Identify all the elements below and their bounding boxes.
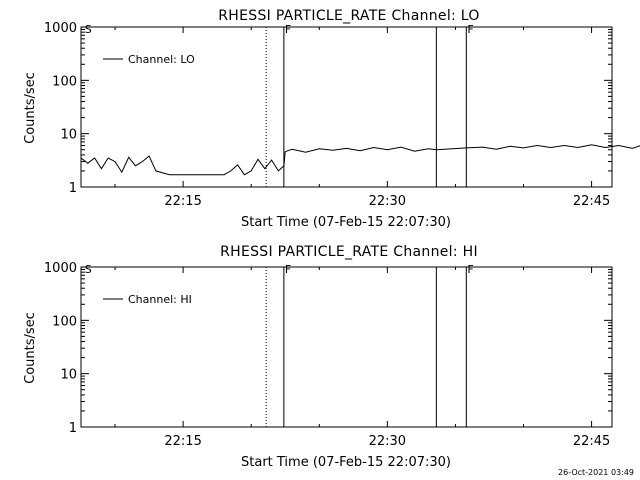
plot-frame <box>80 266 613 428</box>
y-tick-label: 10 <box>60 368 77 383</box>
x-tick-label: 22:15 <box>164 194 201 209</box>
x-tick-label: 22:30 <box>369 194 406 209</box>
panel-title: RHESSI PARTICLE_RATE Channel: LO <box>218 8 479 24</box>
x-tick-label: 22:45 <box>573 194 610 209</box>
legend-label: Channel: LO <box>128 53 195 66</box>
event-marker-label: S <box>85 23 92 36</box>
plot-frame <box>80 26 613 188</box>
y-tick-label: 1000 <box>44 261 77 276</box>
x-tick-label: 22:15 <box>164 434 201 449</box>
series-line <box>80 144 640 176</box>
y-axis-label: Counts/sec <box>23 72 38 144</box>
event-marker-label: F <box>285 263 291 276</box>
y-tick-label: 1000 <box>44 21 77 36</box>
y-tick-label: 10 <box>60 128 77 143</box>
y-tick-label: 1 <box>69 421 77 436</box>
y-tick-label: 100 <box>52 314 77 329</box>
x-axis-label: Start Time (07-Feb-15 22:07:30) <box>241 455 451 470</box>
event-marker-label: F <box>285 23 291 36</box>
x-tick-label: 22:45 <box>573 434 610 449</box>
legend-label: Channel: HI <box>128 293 192 306</box>
x-tick-label: 22:30 <box>369 434 406 449</box>
y-tick-label: 100 <box>52 74 77 89</box>
y-axis-label: Counts/sec <box>23 312 38 384</box>
generation-timestamp: 26-Oct-2021 03:49 <box>558 468 634 477</box>
event-marker-label: F <box>467 23 473 36</box>
event-marker-label: F <box>467 263 473 276</box>
x-axis-label: Start Time (07-Feb-15 22:07:30) <box>241 215 451 230</box>
hi-channel-panel: RHESSI PARTICLE_RATE Channel: HI Counts/… <box>23 244 613 470</box>
event-marker-label: S <box>85 263 92 276</box>
panel-title: RHESSI PARTICLE_RATE Channel: HI <box>220 244 478 260</box>
y-tick-label: 1 <box>69 181 77 196</box>
lo-channel-panel: RHESSI PARTICLE_RATE Channel: LO Counts/… <box>23 8 640 230</box>
